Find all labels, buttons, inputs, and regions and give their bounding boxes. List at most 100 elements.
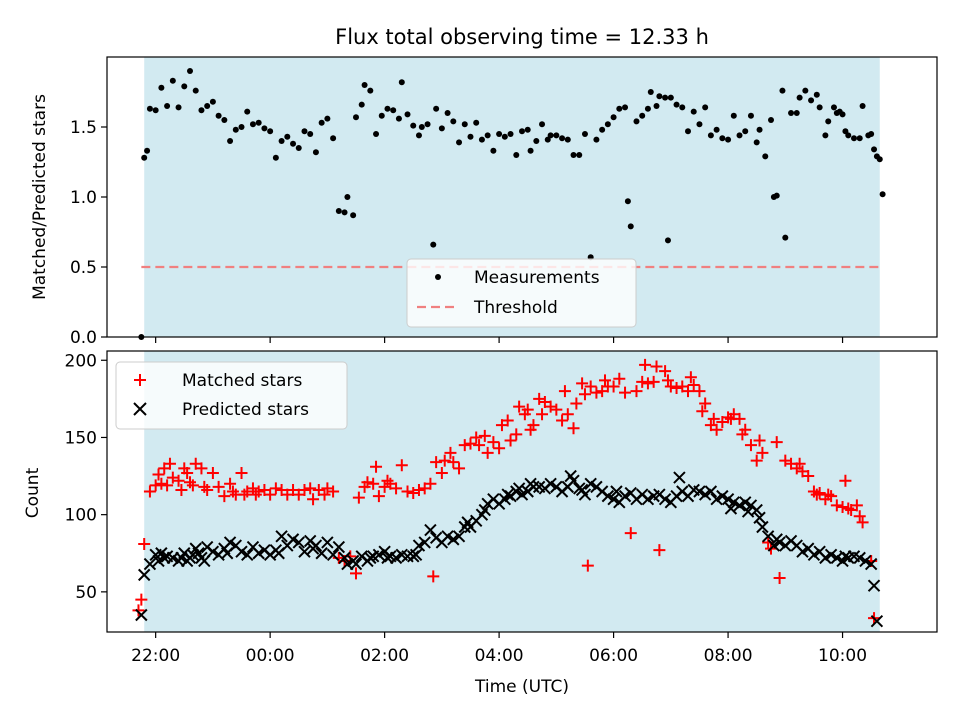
measurement-point [707,132,714,139]
matched-star-point [570,397,583,410]
matched-star-point [218,490,231,503]
measurement-point [762,153,769,160]
matched-star-point [670,382,683,395]
predicted-star-point [135,608,148,622]
measurement-point [876,156,883,163]
measurement-point [768,117,774,123]
matched-star-point [510,428,523,441]
measurement-point [204,103,211,109]
matched-star-point [318,488,331,501]
measurement-point [553,132,560,139]
predicted-star-point [349,557,363,571]
measurement-point [830,104,837,111]
matched-star-point [401,485,414,498]
measurement-point [227,138,234,144]
matched-star-point [327,485,340,498]
measurement-point [747,112,754,119]
top-chart-title: Flux total observing time = 12.33 h [335,25,709,49]
matched-star-point [750,454,763,467]
measurement-point [839,111,846,118]
matched-star-point [501,414,514,427]
measurement-point [559,135,566,142]
measurement-point [519,128,525,135]
measurement-point [627,223,634,230]
predicted-star-point [515,488,529,501]
measurement-point [667,94,674,101]
bottom-x-tick-label: 02:00 [360,646,409,666]
matched-star-point [513,400,526,413]
top-y-axis-label: Matched/Predicted stars [30,94,50,300]
measurement-point [547,132,554,139]
measurement-point [398,79,405,86]
bottom-legend: Matched stars Predicted stars [115,361,348,430]
predicted-star-point [326,548,340,562]
bottom-y-tick-label: 100 [65,506,97,526]
measurement-point [501,133,508,140]
predicted-star-point [753,511,766,524]
legend-matched-label: Matched stars [182,371,302,391]
measurement-point [593,136,600,143]
measurement-point [702,104,709,111]
matched-star-point [550,403,563,416]
predicted-star-point [578,488,592,501]
matched-star-point [684,371,697,384]
measurement-point [782,234,789,241]
matched-star-point [641,377,654,390]
matched-star-point [856,516,869,529]
matched-star-point [661,374,674,387]
measurement-point [581,131,588,137]
matched-star-point [536,408,549,421]
measurement-point [644,105,651,112]
measurement-point [685,128,691,135]
predicted-star-point [418,536,431,549]
matched-star-point [444,446,457,459]
matched-star-point [599,374,611,387]
predicted-star-point [773,536,786,549]
measurement-point [181,83,188,90]
measurement-point [335,208,342,214]
measurement-point [415,132,422,139]
matched-star-point [195,462,208,475]
matched-star-point [478,429,491,442]
measurement-point [232,126,239,133]
measurement-point [664,237,671,244]
measurement-point [822,132,829,139]
measurement-point [433,105,440,112]
bottom-x-ticks: 22:00 00:00 02:00 04:00 06:00 08:00 10:00 [131,632,867,666]
matched-star-point [430,456,443,469]
measurement-point [272,154,279,161]
measurement-point [350,212,357,219]
matched-star-point [647,375,660,388]
measurement-point [653,103,660,109]
matched-star-point [696,405,709,418]
predicted-star-point [658,493,672,506]
matched-star-point [710,423,723,436]
predicted-star-point [321,536,334,549]
matched-star-point [773,571,786,584]
predicted-star-point [409,548,423,562]
measurement-point [467,133,474,140]
predicted-star-point [807,548,821,562]
measurement-point [378,112,385,119]
predicted-star-point [673,471,686,484]
measurement-point [696,121,703,128]
matched-star-point [143,485,156,498]
predicted-star-point [338,551,351,565]
matched-star-point [395,459,408,472]
matched-star-point [427,570,440,583]
matched-star-point [744,439,757,452]
matched-star-point [753,434,766,447]
matched-star-point [212,480,225,493]
measurement-point [496,131,503,137]
measurement-point [295,145,302,151]
measurement-point [209,98,216,105]
matched-star-point [653,544,666,557]
matched-star-point [438,454,451,467]
predicted-star-point [724,502,738,515]
measurement-point [410,122,417,129]
measurement-point [175,104,182,111]
matched-star-point [175,483,188,496]
measurement-point [756,126,763,133]
predicted-star-point [241,548,254,562]
matched-star-point [739,423,752,436]
